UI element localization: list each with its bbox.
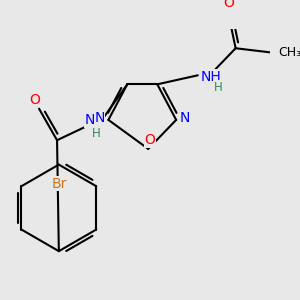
Text: NH: NH (200, 70, 221, 84)
Text: CH₃: CH₃ (278, 46, 300, 59)
Text: N: N (94, 111, 105, 125)
Text: N: N (84, 113, 94, 128)
Text: O: O (145, 133, 155, 147)
Text: H: H (92, 127, 100, 140)
Text: O: O (223, 0, 234, 10)
Text: O: O (29, 93, 40, 107)
Text: N: N (180, 111, 190, 125)
Text: H: H (214, 80, 223, 94)
Text: Br: Br (51, 176, 67, 190)
